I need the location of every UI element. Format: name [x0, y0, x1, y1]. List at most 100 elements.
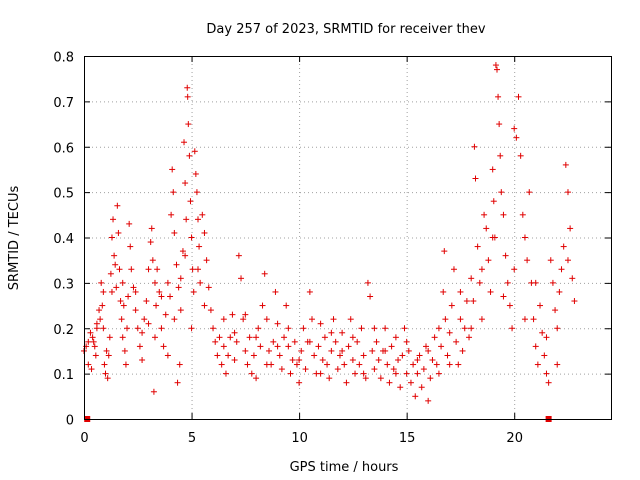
- data-point: [414, 357, 421, 364]
- data-point: [457, 288, 464, 295]
- data-point: [263, 361, 270, 368]
- chart-title: Day 257 of 2023, SRMTID for receiver the…: [206, 22, 486, 37]
- data-point: [132, 307, 139, 314]
- data-point: [276, 352, 283, 359]
- data-point: [238, 275, 245, 282]
- data-point: [231, 329, 238, 336]
- data-point: [390, 366, 397, 373]
- data-point: [88, 366, 95, 373]
- data-point: [285, 343, 292, 350]
- data-point: [147, 239, 154, 246]
- data-point: [341, 361, 348, 368]
- data-point: [177, 307, 184, 314]
- data-point: [98, 279, 105, 286]
- data-point: [373, 338, 380, 345]
- data-point: [113, 284, 120, 291]
- data-point: [532, 343, 539, 350]
- data-point: [270, 338, 277, 345]
- data-point: [564, 189, 571, 196]
- data-point: [283, 302, 290, 309]
- data-point: [414, 370, 421, 377]
- data-point: [493, 66, 500, 73]
- data-point: [291, 338, 298, 345]
- data-point: [490, 198, 497, 205]
- data-point: [100, 325, 107, 332]
- data-point: [311, 352, 318, 359]
- data-point: [110, 216, 117, 223]
- data-point: [425, 397, 432, 404]
- grid-lines: [84, 56, 611, 419]
- data-point: [496, 121, 503, 128]
- data-point: [339, 347, 346, 354]
- data-point: [382, 347, 389, 354]
- data-point: [191, 148, 198, 155]
- data-point: [360, 352, 367, 359]
- data-point: [222, 370, 229, 377]
- data-point: [556, 288, 563, 295]
- data-point: [186, 152, 193, 159]
- data-point: [199, 211, 206, 218]
- data-point: [352, 370, 359, 377]
- data-point: [119, 334, 126, 341]
- data-point: [347, 316, 354, 323]
- data-point: [519, 211, 526, 218]
- data-point: [289, 357, 296, 364]
- data-point: [321, 334, 328, 341]
- data-point: [498, 189, 505, 196]
- data-point: [481, 211, 488, 218]
- data-point: [212, 338, 219, 345]
- data-point: [112, 261, 119, 268]
- data-point: [433, 361, 440, 368]
- data-point: [306, 338, 313, 345]
- data-point: [145, 266, 152, 273]
- y-tick-label: 0.6: [53, 141, 74, 156]
- data-point: [500, 293, 507, 300]
- data-point: [274, 343, 281, 350]
- data-point: [244, 361, 251, 368]
- data-point: [195, 266, 202, 273]
- data-point: [99, 302, 106, 309]
- data-point: [423, 343, 430, 350]
- data-point: [253, 334, 260, 341]
- data-point: [90, 338, 97, 345]
- data-point: [164, 279, 171, 286]
- data-point: [339, 329, 346, 336]
- data-point: [248, 370, 255, 377]
- data-point: [242, 311, 249, 318]
- data-point: [183, 216, 190, 223]
- data-point: [285, 325, 292, 332]
- data-point: [302, 366, 309, 373]
- data-point: [296, 379, 303, 386]
- data-point: [502, 252, 509, 259]
- data-point: [89, 334, 96, 341]
- data-point: [382, 325, 389, 332]
- data-point: [106, 334, 113, 341]
- data-point: [120, 302, 127, 309]
- data-point: [220, 343, 227, 350]
- data-point: [489, 166, 496, 173]
- data-point: [444, 352, 451, 359]
- data-point: [509, 325, 516, 332]
- data-point: [521, 316, 528, 323]
- data-point: [300, 325, 307, 332]
- data-point: [349, 334, 356, 341]
- data-point: [173, 261, 180, 268]
- data-point: [567, 225, 574, 232]
- data-point: [367, 293, 374, 300]
- data-point: [418, 384, 425, 391]
- data-point: [261, 270, 268, 277]
- data-point: [435, 370, 442, 377]
- data-point: [441, 248, 448, 255]
- data-point: [446, 361, 453, 368]
- data-point: [560, 243, 567, 250]
- data-point: [105, 352, 112, 359]
- data-point: [349, 357, 356, 364]
- data-point: [360, 370, 367, 377]
- data-point: [495, 93, 502, 100]
- data-point: [203, 257, 210, 264]
- data-point: [154, 266, 161, 273]
- data-point: [534, 361, 541, 368]
- data-point: [205, 284, 212, 291]
- data-point: [263, 316, 270, 323]
